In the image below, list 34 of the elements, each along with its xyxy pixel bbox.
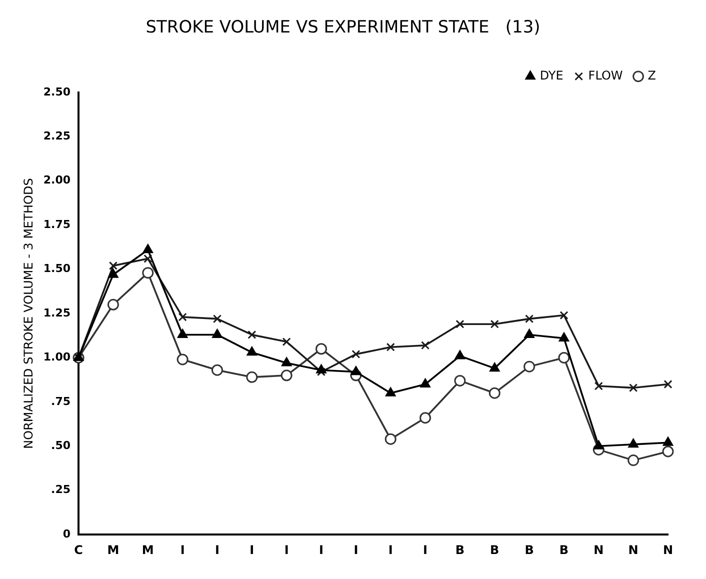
x-tick-label: B [559, 542, 569, 557]
y-axis-title: NORMALIZED STROKE VOLUME - 3 METHODS [21, 178, 36, 449]
y-tick-label: .50 [51, 439, 71, 452]
x-tick-label: I [250, 542, 254, 557]
y-tick-label: 2.50 [43, 85, 71, 98]
x-tick-label: M [142, 542, 154, 557]
x-tick-label: I [215, 542, 220, 557]
y-tick-label: .25 [51, 483, 71, 496]
chart-title: STROKE VOLUME VS EXPERIMENT STATE (13) [146, 18, 540, 38]
x-tick-label: N [594, 542, 604, 557]
y-tick-label: 1.25 [43, 306, 71, 320]
x-tick-label: I [388, 542, 393, 557]
x-tick-label: I [284, 542, 289, 557]
x-tick-label: I [180, 542, 185, 557]
x-tick-label: B [455, 542, 465, 557]
y-tick-label: 1.00 [43, 350, 71, 364]
legend-label: Z [648, 68, 656, 83]
legend-label: FLOW [588, 68, 623, 83]
x-tick-label: I [423, 542, 428, 557]
y-tick-label: 0 [62, 527, 71, 540]
legend-label: DYE [540, 68, 564, 83]
x-tick-label: N [628, 542, 638, 557]
x-tick-label: C [74, 542, 84, 557]
x-tick-label: B [524, 542, 534, 557]
x-tick-label: I [354, 542, 358, 557]
y-tick-label: 2.00 [43, 174, 71, 187]
x-tick-label: I [319, 542, 324, 557]
y-tick-label: 1.50 [43, 262, 71, 276]
y-tick-label: .75 [51, 394, 71, 408]
y-tick-label: 1.75 [43, 218, 71, 231]
x-tick-label: M [107, 542, 120, 557]
x-tick-label: B [490, 542, 500, 557]
x-tick-label: N [662, 542, 674, 557]
y-tick-label: 2.25 [43, 129, 71, 142]
